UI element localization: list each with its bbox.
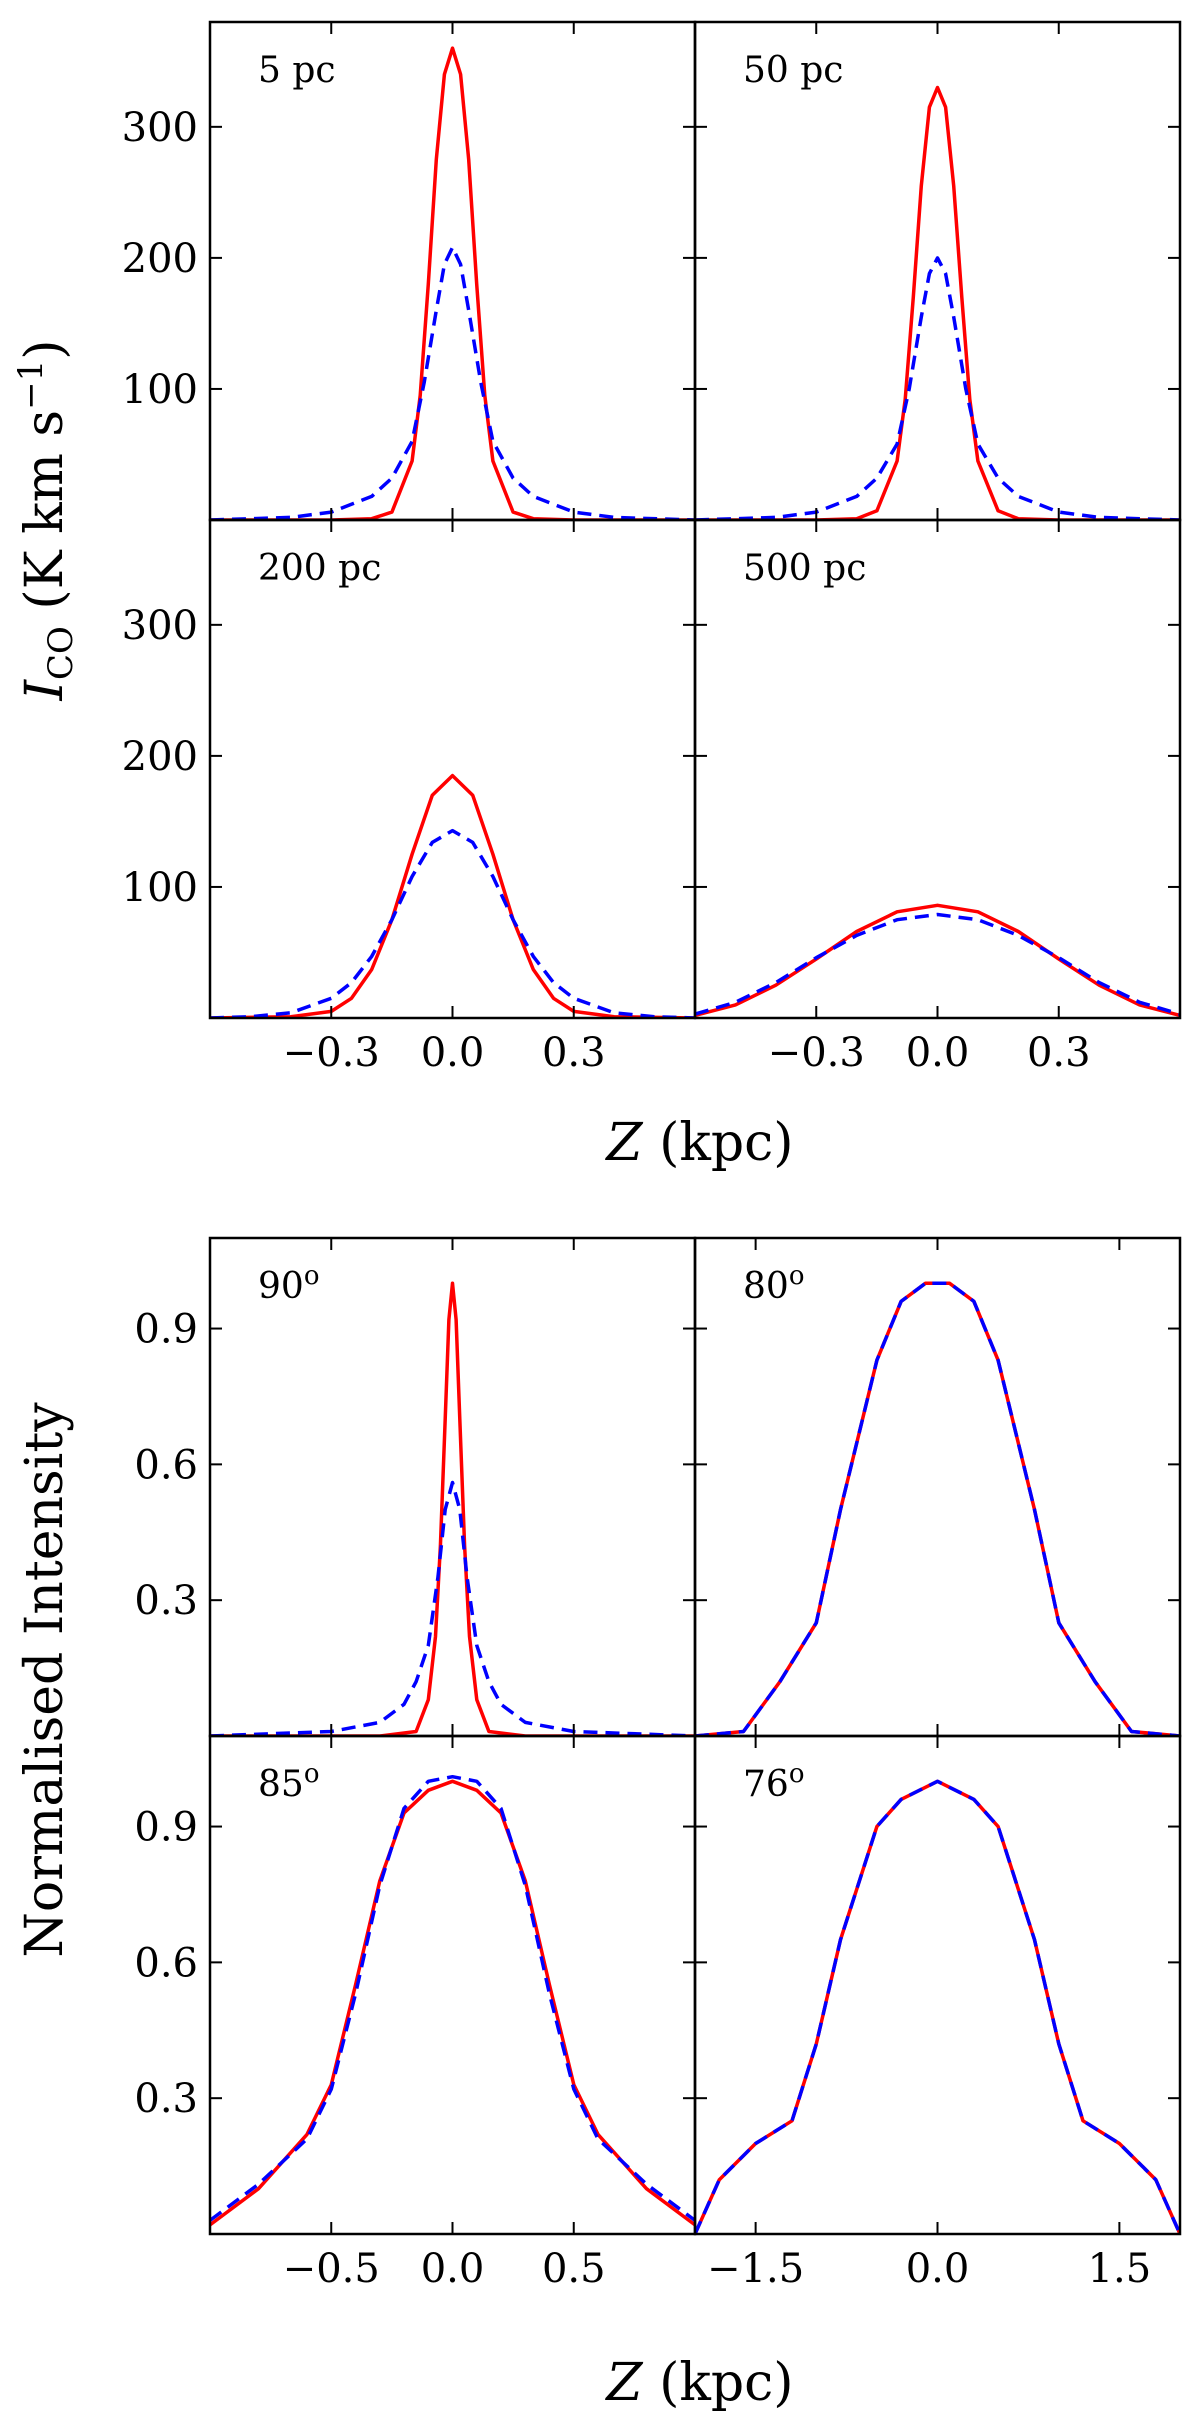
series-solid [210, 1281, 695, 1736]
series-solid [695, 1779, 1180, 2234]
top-xlabel-unit: (kpc) [643, 1113, 794, 1173]
panel-4: 0.3 0.6 0.9 90o [134, 1236, 697, 1738]
panel-label-text: 76 [743, 1764, 789, 1805]
panel-frame [693, 1734, 1182, 2236]
top-ylabel-exp: −1 [11, 360, 51, 410]
panel-frame [693, 20, 1182, 522]
panel-6: −0.5 0.0 0.5 0.3 0.6 0.9 85o [134, 1734, 697, 2292]
series-solid [695, 903, 1180, 1018]
x-tick-label: 0.3 [542, 1030, 606, 1076]
panel-frame [693, 518, 1182, 1020]
top-ylabel: ICO (K km s−1) [11, 339, 81, 701]
y-tick-label: 200 [122, 734, 198, 780]
panel-frame [208, 518, 697, 1020]
panel-label-sup: o [304, 1261, 320, 1291]
series-dashed [695, 912, 1180, 1016]
panel-2: −0.3 0.0 0.3 100 200 300 200 pc [122, 518, 697, 1076]
x-tick-label: 0.0 [906, 1030, 970, 1076]
series-dashed [210, 1774, 695, 2222]
x-tick-label: 0.0 [421, 1030, 485, 1076]
series-solid [695, 85, 1180, 520]
panel-label: 50 pc [743, 50, 843, 91]
panel-label: 500 pc [743, 548, 866, 589]
x-tick-label: 0.5 [542, 2246, 606, 2292]
panel-label: 200 pc [258, 548, 381, 589]
panel-label-text: 80 [743, 1266, 789, 1307]
top-ylabel-sub: CO [41, 626, 81, 680]
panel-label-sup: o [304, 1759, 320, 1789]
y-tick-label: 200 [122, 236, 198, 282]
panel-label: 5 pc [258, 50, 336, 91]
x-tick-label: −1.5 [707, 2246, 804, 2292]
panel-label: 85o [258, 1759, 319, 1805]
panel-label-text: 50 pc [743, 50, 843, 91]
x-tick-label: −0.5 [283, 2246, 380, 2292]
y-tick-label: 0.6 [134, 1940, 198, 1986]
y-tick-label: 0.6 [134, 1442, 198, 1488]
series-dashed [210, 1480, 695, 1736]
panel-frame [208, 20, 697, 522]
bottom-ylabel: Normalised Intensity [15, 1402, 75, 1958]
x-tick-label: 0.0 [906, 2246, 970, 2292]
bottom-xlabel: Z (kpc) [604, 2353, 793, 2413]
y-tick-label: 300 [122, 603, 198, 649]
series-solid [210, 773, 695, 1018]
top-ylabel-close: ) [15, 339, 75, 359]
top-xlabel: Z (kpc) [604, 1113, 793, 1173]
bottom-xlabel-unit: (kpc) [643, 2353, 794, 2413]
series-dashed [695, 1779, 1180, 2234]
bottom-xlabel-var: Z [604, 2353, 643, 2413]
y-tick-label: 0.3 [134, 2076, 198, 2122]
y-tick-label: 0.9 [134, 1805, 198, 1851]
top-ylabel-rest: (K km s [15, 410, 75, 626]
panel-1: 50 pc [693, 20, 1182, 522]
chart-panels: 100 200 300 5 pc 50 pc −0.3 0.0 0.3 100 200 300 200… [122, 20, 1182, 2292]
panel-label-text: 85 [258, 1764, 304, 1805]
y-tick-label: 0.3 [134, 1578, 198, 1624]
panel-label-text: 200 pc [258, 548, 381, 589]
panel-7: −1.5 0.0 1.5 76o [693, 1734, 1182, 2292]
panel-label-text: 90 [258, 1266, 304, 1307]
panel-label-sup: o [789, 1261, 805, 1291]
y-tick-label: 300 [122, 105, 198, 151]
series-dashed [210, 245, 695, 520]
y-tick-label: 100 [122, 367, 198, 413]
panel-5: 80o [693, 1236, 1182, 1738]
panel-label: 76o [743, 1759, 804, 1805]
x-tick-label: 1.5 [1088, 2246, 1152, 2292]
x-tick-label: 0.3 [1027, 1030, 1091, 1076]
panel-label-text: 500 pc [743, 548, 866, 589]
panel-frame [693, 1236, 1182, 1738]
x-tick-label: −0.3 [283, 1030, 380, 1076]
series-solid [210, 46, 695, 520]
x-tick-label: −0.3 [768, 1030, 865, 1076]
panel-label: 90o [258, 1261, 319, 1307]
panel-label-text: 5 pc [258, 50, 336, 91]
series-solid [210, 1779, 695, 2227]
panel-3: −0.3 0.0 0.3 500 pc [693, 518, 1182, 1076]
top-xlabel-var: Z [604, 1113, 643, 1173]
panel-label: 80o [743, 1261, 804, 1307]
x-tick-label: 0.0 [421, 2246, 485, 2292]
series-dashed [210, 828, 695, 1018]
top-ylabel-main: I [15, 679, 75, 702]
panel-label-sup: o [789, 1759, 805, 1789]
series-solid [695, 1281, 1180, 1736]
panel-0: 100 200 300 5 pc [122, 20, 697, 522]
series-dashed [695, 256, 1180, 520]
series-dashed [695, 1281, 1180, 1736]
y-tick-label: 100 [122, 865, 198, 911]
y-tick-label: 0.9 [134, 1307, 198, 1353]
